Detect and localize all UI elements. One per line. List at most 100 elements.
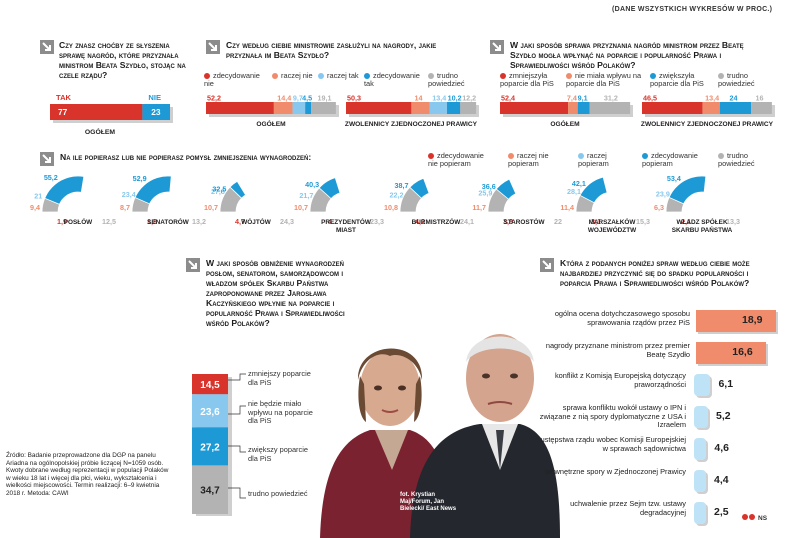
- q6-value-label: 5,2: [716, 410, 731, 422]
- donut-value-label: 27,8: [211, 187, 225, 196]
- q3-legend-item: zwiększyła poparcie dla PiS: [650, 71, 704, 88]
- q2-legend: zdecydowanie nie raczej nie raczej tak z…: [204, 72, 474, 92]
- q3-legend: zmniejszyła poparcie dla PiS nie miała w…: [500, 72, 780, 92]
- q6-value-label: 2,5: [714, 506, 729, 518]
- q6-item-label: konflikt z Komisją Europejską dotyczący …: [554, 371, 686, 389]
- value-label: 10,2: [448, 94, 462, 103]
- q4-legend-item: raczej popieram: [578, 151, 609, 168]
- donut-value-label: 15,3: [636, 217, 650, 226]
- q6-item-label: wewnętrzne spory w Zjednoczonej Prawicy: [545, 467, 686, 476]
- donut-value-label: 36,6: [482, 182, 496, 191]
- stacked-bar-segment: [429, 102, 448, 114]
- q1-bar-segment: [142, 104, 170, 120]
- donut-category-label: BURMISTRZÓW: [412, 217, 462, 226]
- source-note: Źródło: Badanie przeprowadzone dla DGP n…: [6, 452, 169, 497]
- q5-labels: zmniejszy poparcie dla PiS nie będzie mi…: [228, 360, 318, 516]
- donut-slice: [41, 197, 61, 213]
- stacked-bar-segment: [568, 102, 578, 114]
- donut-value-label: 12,5: [102, 217, 116, 226]
- donut-value-label: 3,1: [591, 217, 601, 226]
- q5-value-label: 34,7: [200, 486, 220, 497]
- legend-swatch: [718, 73, 724, 79]
- value-label: 31,2: [604, 94, 618, 103]
- donut-value-label: 53,4: [667, 174, 681, 183]
- q2-chart: 52,2 14,4 9,7 4,5 19,1 OGÓŁEM 50,3 14 13,4 10,2 12…: [206, 94, 479, 128]
- donut-value-label: 13,3: [726, 217, 740, 226]
- donut-value-label: 24,1: [460, 217, 474, 226]
- q5-label: nie będzie miało wpływu na poparcie dla …: [248, 399, 313, 426]
- value-label: 13,4: [432, 94, 446, 103]
- q6-row: konflikt z Komisją Europejską dotyczący …: [520, 368, 782, 400]
- q5-title: W jaki sposób obniżenie wynagrodzeń posł…: [206, 258, 345, 328]
- donut-value-label: 23,4: [122, 190, 136, 199]
- legend-swatch: [428, 73, 434, 79]
- q4-legend-item: zdecydowanie popieram: [642, 151, 698, 168]
- q1-bar-segment: [50, 104, 143, 120]
- donut-category-label: SKARBU PAŃSTWA: [672, 225, 733, 234]
- donut-value-label: 2,1: [681, 217, 691, 226]
- donut-value-label: 10,8: [384, 203, 398, 212]
- value-label: 4,5: [302, 94, 312, 103]
- value-label: 16: [755, 94, 763, 103]
- q6-bar: [694, 470, 706, 492]
- legend-swatch: [204, 73, 210, 79]
- donut-value-label: 1,8: [147, 217, 157, 226]
- q6-title: Która z podanych poniżej spraw według ci…: [560, 258, 750, 288]
- donut-value-label: 13,2: [192, 217, 206, 226]
- q6-bar: [694, 502, 706, 524]
- arrow-icon: [490, 40, 504, 54]
- q6-chart: ogólna ocena dotychczasowego sposobu spr…: [520, 304, 782, 526]
- value-label: 13,4: [705, 94, 719, 103]
- q2-title: Czy według ciebie ministrowie zasłużyli …: [226, 40, 437, 60]
- donut-value-label: 8,7: [120, 203, 130, 212]
- arrow-icon: [186, 258, 200, 272]
- q6-row: sprawa konfliktu wokół ustawy o IPN i zw…: [520, 400, 782, 432]
- author-signature: NS: [742, 514, 767, 522]
- stacked-bar-segment: [346, 102, 412, 114]
- donut-slice: [309, 187, 332, 213]
- donut-category-label: WÓJTÓW: [241, 217, 271, 226]
- value-label: 9,1: [578, 94, 588, 103]
- q6-item-label: ustępstwa rządu wobec Komisji Europejski…: [540, 435, 686, 453]
- legend-swatch: [364, 73, 370, 79]
- q6-value-label: 16,6: [732, 346, 753, 358]
- donut-value-label: 4,7: [235, 217, 245, 226]
- donut-value-label: 28,1: [567, 187, 581, 196]
- donut-category-label: SENATORÓW: [147, 217, 190, 226]
- q2-legend-item: zdecydowanie tak: [364, 71, 420, 88]
- legend-swatch: [566, 73, 572, 79]
- units-note: (DANE WSZYSTKICH WYKRESÓW W PROC.): [612, 6, 773, 13]
- q3-legend-item: zmniejszyła poparcie dla PiS: [500, 71, 554, 88]
- donut-value-label: 11,4: [560, 203, 574, 212]
- photo-figure-right: [410, 334, 560, 538]
- stacked-bar-segment: [589, 102, 631, 114]
- q6-value-label: 18,9: [742, 314, 763, 326]
- q6-bar: [694, 374, 711, 396]
- donut-value-label: 6,3: [654, 203, 664, 212]
- q5-bar-segment: [192, 374, 228, 395]
- q4-legend-item: raczej nie popieram: [508, 151, 549, 168]
- donut-category-label: PREZYDENTÓW: [321, 217, 372, 226]
- q4-legend-item: trudno powiedzieć: [718, 151, 755, 168]
- q5-label: zmniejszy poparcie dla PiS: [248, 369, 311, 387]
- donut-value-label: 4: [328, 217, 332, 226]
- q1-no-label: NIE: [148, 93, 161, 102]
- stacked-bar-segment: [702, 102, 720, 114]
- value-label: 19,1: [317, 94, 331, 103]
- logo-dot: [749, 514, 755, 520]
- q6-row: ustępstwa rządu wobec Komisji Europejski…: [520, 432, 782, 464]
- donut-value-label: 22: [554, 217, 562, 226]
- donut-value-label: 40,3: [305, 180, 319, 189]
- value-label: 52,2: [207, 94, 221, 103]
- q5-bar-segment: [192, 394, 228, 428]
- q6-bar: [696, 310, 776, 332]
- q2-legend-item: raczej tak: [318, 72, 362, 80]
- arrow-icon: [206, 40, 220, 54]
- donut-category-label: WŁADZ SPÓŁEK: [676, 217, 728, 226]
- photo-credit: fot. Krystian Maj/Forum, Jan Bielecki/ E…: [400, 492, 457, 512]
- legend-swatch: [428, 153, 434, 159]
- q2-legend-item: raczej nie: [272, 72, 318, 80]
- legend-swatch: [272, 73, 278, 79]
- row-label: ZWOLENNICY ZJEDNOCZONEJ PRAWICY: [641, 121, 774, 128]
